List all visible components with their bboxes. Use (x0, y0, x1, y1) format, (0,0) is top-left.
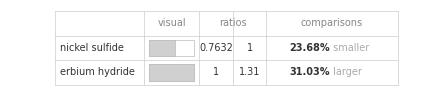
Text: nickel sulfide: nickel sulfide (61, 43, 124, 53)
Text: comparisons: comparisons (301, 18, 363, 28)
Bar (149, 64, 194, 81)
Text: 31.03%: 31.03% (290, 67, 330, 78)
Text: visual: visual (157, 18, 186, 28)
Text: 23.68%: 23.68% (290, 43, 330, 53)
Text: ratios: ratios (219, 18, 246, 28)
Text: 1.31: 1.31 (239, 67, 260, 78)
Text: smaller: smaller (330, 43, 370, 53)
Text: 1: 1 (213, 67, 219, 78)
Text: 1: 1 (247, 43, 253, 53)
Bar (149, 64, 194, 81)
Text: 0.7632: 0.7632 (199, 43, 233, 53)
Text: erbium hydride: erbium hydride (61, 67, 135, 78)
Bar (149, 40, 194, 56)
Bar (149, 40, 175, 56)
Text: larger: larger (330, 67, 362, 78)
